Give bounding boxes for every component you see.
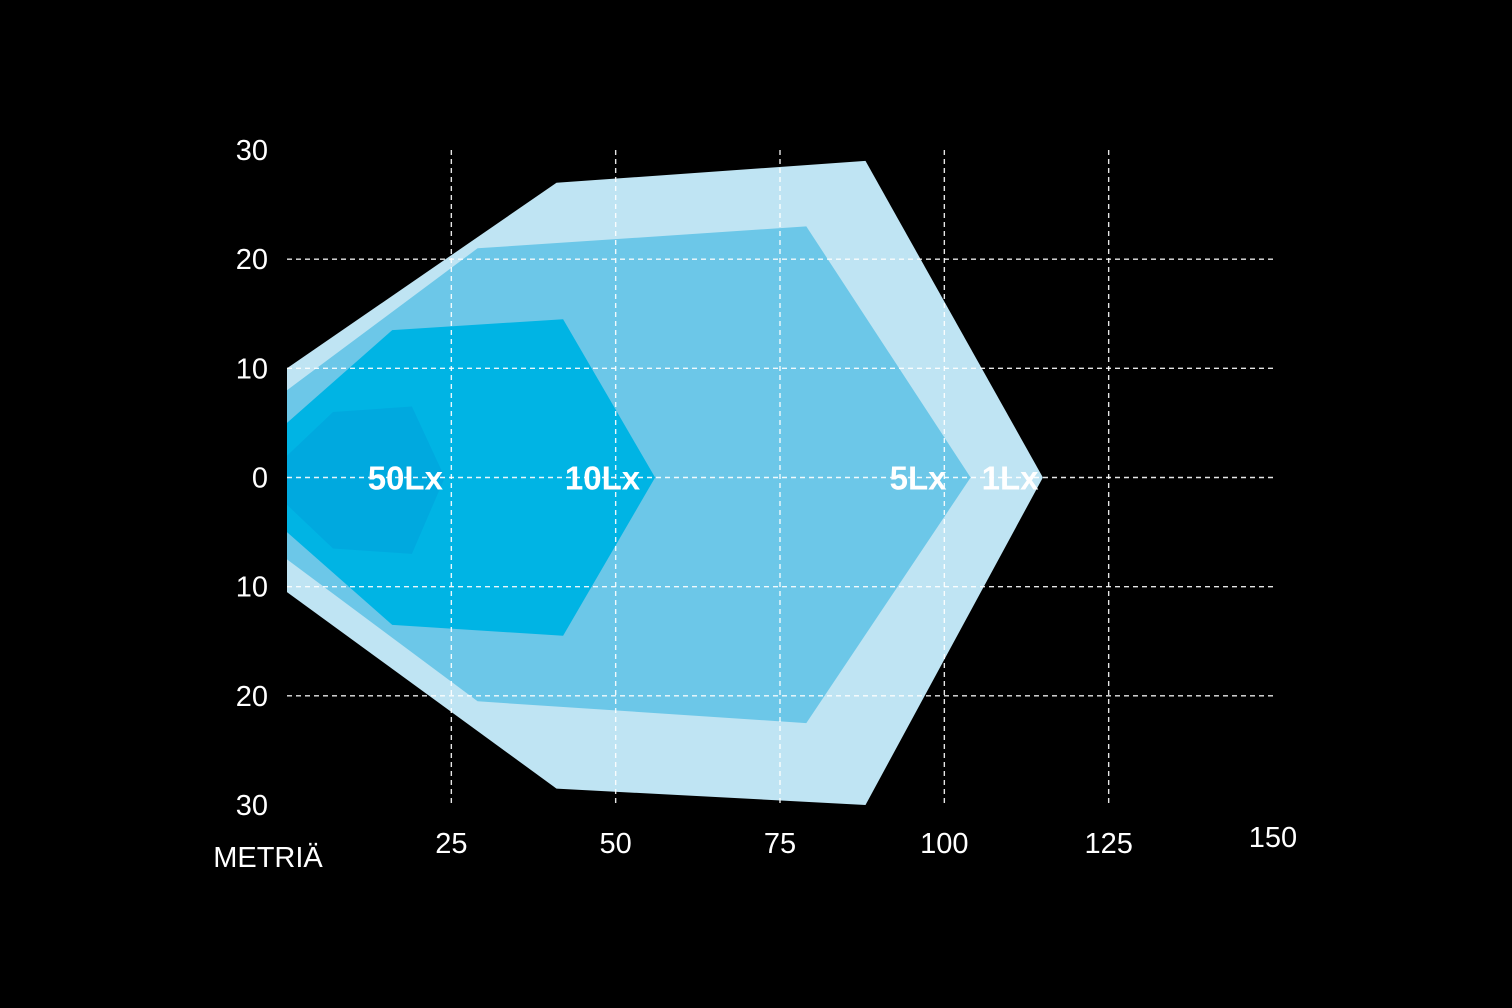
y-tick-label: 30 — [236, 135, 268, 167]
lux-label-50lx: 50Lx — [368, 460, 444, 497]
grid-lines — [287, 150, 1273, 805]
x-tick-label: 150 — [1249, 822, 1297, 854]
y-tick-label: 10 — [236, 353, 268, 385]
x-axis-tick-labels: 25 50 75 100 125 150 — [435, 822, 1297, 860]
y-axis-tick-labels: 30 20 10 0 10 20 30 — [236, 135, 268, 822]
y-tick-label: 20 — [236, 681, 268, 713]
lux-label-5lx: 5Lx — [890, 460, 948, 497]
y-tick-label: 0 — [252, 463, 268, 495]
beam-area-50lx — [287, 406, 445, 554]
x-tick-label: 25 — [435, 828, 467, 860]
x-axis-unit-label: METRIÄ — [213, 842, 323, 874]
beam-areas — [287, 160, 1043, 805]
lux-labels: 50Lx 10Lx 5Lx 1Lx — [368, 460, 1039, 497]
lux-label-1lx: 1Lx — [982, 460, 1040, 497]
x-tick-label: 50 — [600, 828, 632, 860]
x-tick-label: 100 — [920, 828, 968, 860]
x-tick-label: 75 — [764, 828, 796, 860]
y-tick-label: 10 — [236, 572, 268, 604]
lux-label-10lx: 10Lx — [565, 460, 641, 497]
x-tick-label: 125 — [1084, 828, 1132, 860]
y-tick-label: 30 — [236, 790, 268, 822]
y-tick-label: 20 — [236, 244, 268, 276]
